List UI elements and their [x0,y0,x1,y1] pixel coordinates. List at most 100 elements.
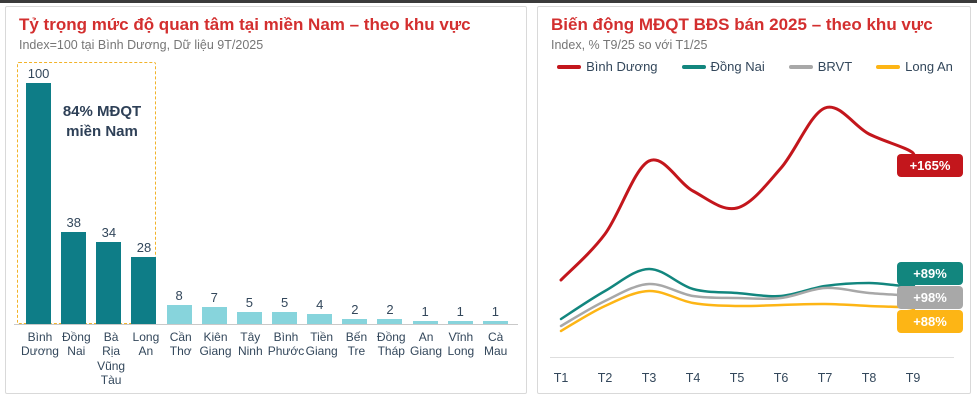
bar-value-label: 4 [316,297,324,313]
legend-label: Đồng Nai [710,59,765,74]
legend-label: Long An [905,59,953,74]
legend-line-swatch [557,64,582,69]
bar-category-label: Bà Rịa Vũng Tàu [97,330,126,388]
legend-item-bình-dương[interactable]: Bình Dương [557,59,658,74]
bar-category-label: Bến Tre [345,330,368,359]
bar [447,321,473,324]
legend-line-swatch [788,64,813,69]
bar-category-label: Đồng Tháp [376,330,406,359]
legend-item-long-an[interactable]: Long An [876,59,953,74]
legend-item-brvt[interactable]: BRVT [788,59,853,74]
x-axis-tick-label: T7 [817,371,833,385]
bar-value-label: 1 [491,304,500,319]
bar [236,311,262,324]
line-chart-subtitle: Index, % T9/25 so với T1/25 [551,38,708,52]
series-line-brvt [559,282,916,328]
bar [61,232,87,324]
series-end-badge-bình-dương: +165% [897,153,963,177]
highlight-annotation-line2: miền Nam [66,123,138,141]
bar-category-label: Tiền Giang [305,330,338,359]
bar [96,242,122,324]
bar [412,321,438,324]
bar-value-label: 38 [66,215,81,231]
bar-column: 1 [443,64,478,324]
bar-category-label: Cần Thơ [169,330,192,359]
x-axis-tick-label: T3 [641,371,657,385]
series-line-đồng-nai [559,267,916,321]
bar-column: 2 [337,64,372,324]
bar-column: 7 [197,64,232,324]
legend-label: Bình Dương [586,59,658,74]
bar-value-label: 28 [136,239,152,255]
bar-category-label: Bình Dương [21,330,59,359]
bar [377,319,403,324]
bar-column: 1 [408,64,443,324]
bar [201,307,227,324]
bar [26,83,52,324]
bar-column: 34 [91,64,126,324]
legend-item-đồng-nai[interactable]: Đồng Nai [681,59,765,74]
bar-category-axis: Bình Dương Đồng Nai Bà Rịa Vũng Tàu Long An… [21,330,513,388]
bar-category-label: An Giang [410,330,443,359]
legend-line-swatch [876,64,901,69]
bar [342,319,368,324]
bar-plot-area: 100 38 34 28 8 7 5 5 4 2 2 1 1 1 [21,64,513,324]
bar-value-label: 1 [456,304,464,319]
bar-value-label: 1 [421,304,429,319]
x-axis-tick-label: T2 [597,371,613,385]
bar-column: 5 [267,64,302,324]
series-line-bình-dương [559,105,916,282]
window-top-edge [0,0,977,3]
x-axis-tick-label: T5 [729,371,745,385]
bar-baseline-axis [14,324,518,325]
bar-chart-card: Tỷ trọng mức độ quan tâm tại miền Nam – … [5,6,527,394]
bar-category-label: Đồng Nai [61,330,91,359]
highlight-annotation-line1: 84% MĐQT [62,103,142,120]
bar-category-label: Bình Phước [267,330,305,359]
bar-chart-title: Tỷ trọng mức độ quan tâm tại miền Nam – … [19,15,471,34]
bar-value-label: 34 [101,225,117,241]
bar-category-label: Cà Mau [483,330,508,359]
x-axis-tick-label: T1 [553,371,569,385]
bar-value-label: 8 [175,287,183,303]
bar-column: 8 [162,64,197,324]
bar-column: 38 [56,64,91,324]
series-end-badge-đồng-nai: +89% [897,261,963,285]
bar-value-label: 7 [210,290,218,306]
bar [166,304,192,324]
x-axis-tick-label: T4 [685,371,701,385]
bar-column: 28 [126,64,161,324]
highlight-annotation: 84% MĐQT miền Nam [48,102,156,143]
line-chart-title: Biến động MĐQT BĐS bán 2025 – theo khu v… [551,15,933,34]
x-axis-tick-label: T6 [773,371,789,385]
series-end-badge-brvt: +98% [897,285,963,309]
series-end-badge-long-an: +88% [897,309,963,333]
line-chart-legend: Bình Dương Đồng Nai BRVT Long An [538,59,972,74]
bar [272,311,298,324]
x-axis-tick-label: T9 [905,371,921,385]
bar [482,321,508,324]
line-plot-area [559,105,916,333]
bar-column: 2 [372,64,407,324]
bar-column: 5 [232,64,267,324]
legend-label: BRVT [817,59,853,74]
bar-value-label: 2 [386,302,394,318]
bar-value-label: 5 [245,294,254,310]
bar [307,314,333,324]
bar-chart-subtitle: Index=100 tại Bình Dương, Dữ liệu 9T/202… [19,38,264,52]
bar-category-label: Vĩnh Long [447,330,475,359]
bar-category-label: Long An [132,330,160,359]
line-chart-card: Biến động MĐQT BĐS bán 2025 – theo khu v… [537,6,971,394]
bar-value-label: 2 [351,302,359,318]
bar-column: 4 [302,64,337,324]
series-line-long-an [559,289,916,333]
bar-value-label: 100 [27,66,50,81]
bar-category-label: Kiên Giang [199,330,232,359]
x-axis-line [550,357,954,358]
x-axis-tick-label: T8 [861,371,877,385]
bar-column: 1 [478,64,513,324]
bar-value-label: 5 [280,294,289,310]
bar [131,256,157,324]
bar-category-label: Tây Ninh [237,330,263,359]
bar-column: 100 [21,64,56,324]
